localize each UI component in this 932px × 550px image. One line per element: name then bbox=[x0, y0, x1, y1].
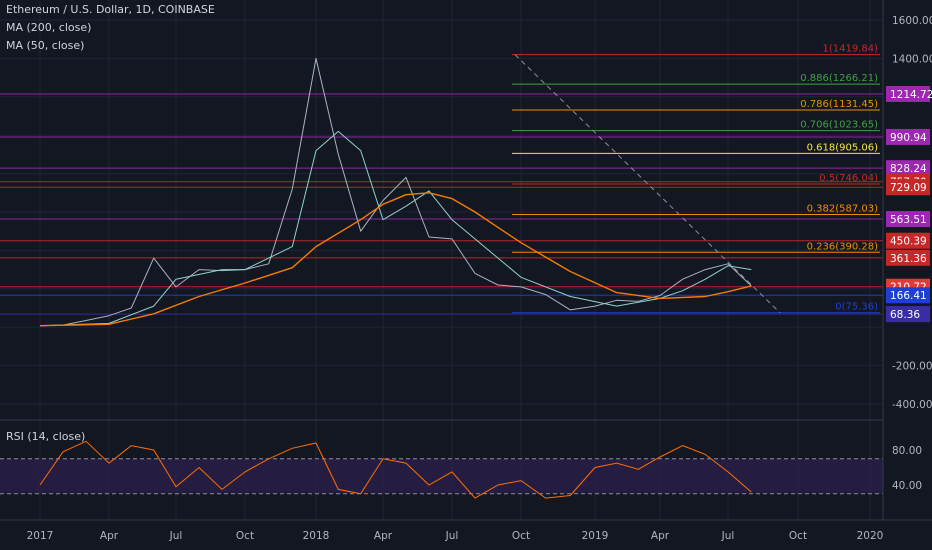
horizontal-levels bbox=[0, 93, 883, 315]
price-tag-label: 563.51 bbox=[890, 214, 927, 226]
price-axis-label: 1600.00 bbox=[892, 15, 932, 27]
price-tag[interactable] bbox=[886, 128, 930, 145]
rsi-axis-label: 80.00 bbox=[892, 445, 922, 457]
time-axis-label: Jul bbox=[169, 530, 183, 542]
ma200-line[interactable] bbox=[39, 192, 752, 327]
time-axis-label: Oct bbox=[236, 530, 254, 542]
fib-level-label: 0(75.36) bbox=[835, 302, 878, 313]
price-tag-label: 166.41 bbox=[890, 290, 927, 302]
price-tag[interactable] bbox=[886, 232, 930, 249]
ma50-legend[interactable]: MA (50, close) bbox=[6, 39, 85, 52]
time-axis-label: Oct bbox=[789, 530, 807, 542]
time-axis-label: Apr bbox=[651, 530, 670, 542]
rsi-axis[interactable]: 80.00 40.00 bbox=[892, 445, 922, 492]
fib-level-label: 0.236(390.28) bbox=[807, 241, 879, 252]
fib-level-label: 0.786(1131.45) bbox=[800, 99, 878, 110]
time-axis-label: Oct bbox=[512, 530, 530, 542]
price-series bbox=[39, 57, 752, 327]
symbol-legend[interactable]: Ethereum / U.S. Dollar, 1D, COINBASE bbox=[6, 3, 215, 16]
grid bbox=[0, 0, 883, 520]
price-line[interactable] bbox=[39, 57, 752, 327]
price-tag-label: 361.36 bbox=[890, 253, 927, 265]
rsi-pane bbox=[0, 440, 883, 499]
ma50-line[interactable] bbox=[39, 130, 752, 327]
fib-level-label: 0.618(905.06) bbox=[807, 142, 879, 153]
fib-level-label: 0.886(1266.21) bbox=[800, 73, 878, 84]
price-tag-label: 450.39 bbox=[890, 236, 927, 248]
price-tag[interactable] bbox=[886, 179, 930, 196]
time-axis-label: Apr bbox=[374, 530, 393, 542]
rsi-legend[interactable]: RSI (14, close) bbox=[6, 430, 86, 443]
time-axis-label: 2020 bbox=[857, 530, 884, 542]
price-tag-label: 729.09 bbox=[890, 182, 927, 194]
price-tag[interactable] bbox=[886, 211, 930, 228]
time-axis[interactable]: 2017 Apr Jul Oct 2018 Apr Jul Oct 2019 Apr Jul Oct 2… bbox=[27, 530, 884, 542]
price-tag[interactable] bbox=[886, 160, 930, 177]
time-axis-label: 2018 bbox=[303, 530, 330, 542]
price-tag[interactable] bbox=[886, 85, 930, 102]
price-tag-label: 828.24 bbox=[890, 163, 927, 175]
time-axis-label: Jul bbox=[445, 530, 459, 542]
price-axis-label: 1400.00 bbox=[892, 53, 932, 65]
rsi-line[interactable] bbox=[39, 440, 752, 499]
rsi-band bbox=[0, 458, 883, 494]
time-axis-label: Apr bbox=[100, 530, 119, 542]
price-axis[interactable]: 1600.00 1400.00 -200.00 -400.00 1214.72 990.9… bbox=[886, 15, 932, 411]
time-axis-label: 2017 bbox=[27, 530, 54, 542]
rsi-axis-label: 40.00 bbox=[892, 480, 922, 492]
time-axis-label: Jul bbox=[721, 530, 735, 542]
price-tag-label: 1214.72 bbox=[890, 89, 932, 101]
fib-level-label: 0.706(1023.65) bbox=[800, 120, 878, 131]
fibonacci-retracement[interactable]: 1(1419.84) 0.886(1266.21) 0.786(1131.45) 0.… bbox=[512, 44, 880, 314]
ma200-legend[interactable]: MA (200, close) bbox=[6, 21, 92, 34]
price-tag[interactable] bbox=[886, 287, 930, 304]
fib-level-label: 0.382(587.03) bbox=[807, 203, 879, 214]
time-axis-label: 2019 bbox=[582, 530, 609, 542]
fib-level-label: 1(1419.84) bbox=[822, 44, 878, 55]
price-tag-label: 68.36 bbox=[890, 309, 920, 321]
price-axis-label: -400.00 bbox=[892, 399, 932, 411]
fib-level-label: 0.5(746.04) bbox=[819, 173, 878, 184]
price-tag[interactable] bbox=[886, 249, 930, 266]
price-axis-label: -200.00 bbox=[892, 361, 932, 373]
trend-line[interactable] bbox=[514, 54, 781, 314]
price-tag-label: 990.94 bbox=[890, 132, 927, 144]
price-tag[interactable] bbox=[886, 306, 930, 323]
